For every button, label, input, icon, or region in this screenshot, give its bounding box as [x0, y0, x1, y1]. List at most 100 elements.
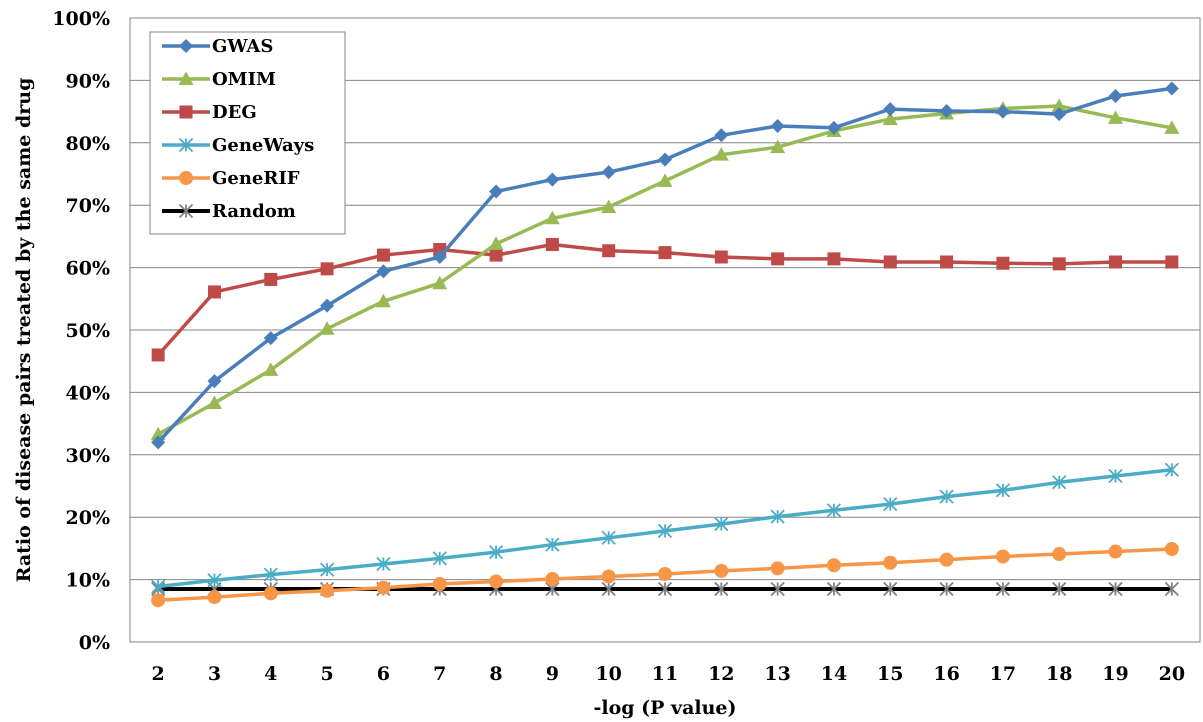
- geneways-point: [545, 537, 560, 552]
- gwas-point: [1164, 81, 1179, 96]
- geneways-point: [1164, 462, 1179, 477]
- square-shape: [1165, 255, 1179, 269]
- diamond-shape: [658, 152, 672, 167]
- triangle-shape: [206, 395, 222, 410]
- geneways-point: [319, 562, 335, 577]
- random-point: [657, 581, 673, 597]
- omim-point: [206, 395, 222, 410]
- deg-point: [714, 250, 728, 264]
- series-geneways: [151, 462, 1179, 594]
- triangle-shape: [882, 111, 898, 126]
- square-shape: [1052, 257, 1066, 271]
- random-point: [883, 581, 898, 597]
- circle-shape: [1164, 542, 1179, 557]
- y-tick-label: 80%: [66, 133, 111, 155]
- y-tick-label: 10%: [66, 570, 111, 592]
- deg-point: [940, 255, 954, 269]
- gwas-point: [263, 331, 278, 346]
- generif-point: [432, 576, 447, 591]
- generif-point: [658, 566, 672, 581]
- deg-point: [320, 262, 334, 276]
- generif-point: [1164, 542, 1179, 557]
- deg-point: [771, 252, 785, 266]
- x-tick-label: 20: [1159, 663, 1185, 685]
- gwas-point: [658, 152, 672, 167]
- legend: GWAS OMIM DEG GeneWays GeneRIF Random: [149, 31, 346, 235]
- legend-item-generif: GeneRIF: [162, 168, 300, 189]
- square-shape: [1109, 255, 1123, 269]
- diamond-shape: [320, 298, 335, 313]
- x-tick-label: 2: [152, 663, 165, 685]
- series-group: [150, 81, 1180, 608]
- square-shape: [827, 252, 841, 266]
- y-tick-label: 90%: [66, 70, 111, 92]
- omim-point: [601, 199, 617, 214]
- triangle-shape: [657, 173, 673, 187]
- generif-point: [207, 590, 222, 605]
- square-shape: [489, 248, 503, 262]
- x-tick-label: 17: [990, 663, 1016, 685]
- gwas-point: [320, 298, 335, 313]
- y-axis-title: Ratio of disease pairs treated by the sa…: [13, 78, 35, 583]
- circle-shape: [883, 555, 898, 570]
- gwas-point: [939, 103, 954, 118]
- x-tick-label: 7: [433, 663, 446, 685]
- square-shape: [714, 250, 728, 264]
- generif-point: [1108, 544, 1123, 559]
- legend-marker: [178, 137, 194, 153]
- legend-item-random: Random: [162, 201, 296, 222]
- gwas-point: [883, 102, 898, 117]
- geneways-point: [714, 516, 729, 532]
- gwas-point: [207, 374, 222, 389]
- gwas-point: [601, 165, 616, 180]
- square-shape: [151, 348, 165, 362]
- circle-shape: [714, 563, 729, 578]
- deg-point: [376, 248, 390, 262]
- triangle-shape: [319, 321, 335, 335]
- diamond-shape: [714, 128, 729, 143]
- x-tick-label: 18: [1046, 663, 1072, 685]
- legend-marker: [179, 39, 193, 53]
- geneways-point: [263, 567, 278, 582]
- circle-shape: [826, 558, 841, 573]
- generif-point: [151, 593, 166, 608]
- legend-label: GeneRIF: [212, 168, 300, 189]
- deg-point: [1052, 257, 1066, 271]
- geneways-point: [826, 503, 842, 518]
- diamond-shape: [376, 264, 391, 279]
- deg-point: [489, 248, 503, 262]
- triangle-shape: [488, 236, 504, 250]
- x-tick-label: 19: [1102, 663, 1128, 685]
- square-shape: [545, 238, 559, 252]
- generif-point: [320, 583, 335, 598]
- omim-point: [544, 210, 560, 225]
- diamond-shape: [995, 104, 1010, 119]
- diamond-shape: [883, 102, 898, 117]
- x-tick-label: 12: [708, 663, 734, 685]
- diamond-shape: [179, 39, 193, 53]
- circle-shape: [601, 569, 616, 584]
- circle-shape: [995, 549, 1010, 564]
- generif-point: [770, 561, 785, 576]
- x-axis-title: -log (P value): [593, 697, 736, 719]
- diamond-shape: [601, 165, 616, 180]
- circle-shape: [545, 571, 560, 586]
- square-shape: [940, 255, 954, 269]
- random-point: [995, 581, 1011, 597]
- circle-shape: [1108, 544, 1123, 559]
- gwas-point: [770, 118, 785, 133]
- diamond-shape: [263, 331, 278, 346]
- circle-shape: [489, 574, 504, 589]
- triangle-shape: [544, 210, 560, 225]
- random-point: [1052, 581, 1067, 597]
- deg-point: [1165, 255, 1179, 269]
- geneways-point: [1108, 468, 1123, 484]
- legend-marker: [179, 171, 193, 185]
- geneways-point: [1052, 475, 1067, 490]
- legend-label: Random: [212, 201, 296, 222]
- triangle-shape: [178, 71, 194, 85]
- geneways-point: [883, 496, 898, 512]
- deg-point: [545, 238, 559, 252]
- geneways-point: [488, 545, 504, 560]
